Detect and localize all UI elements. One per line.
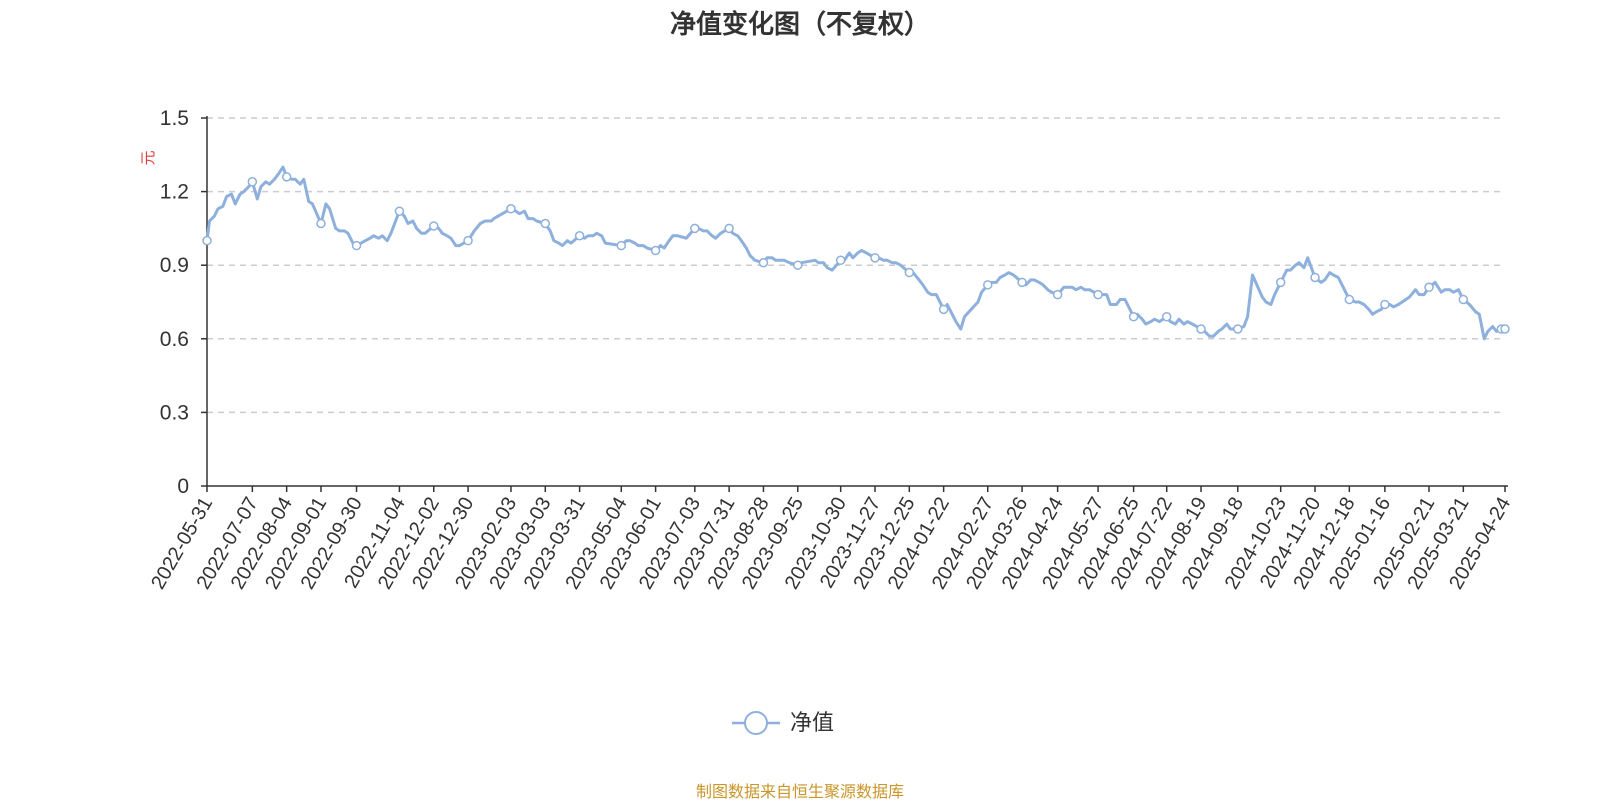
y-tick-label: 0 [177, 475, 189, 498]
legend-circle-icon [744, 711, 768, 735]
y-tick-label: 1.5 [160, 107, 189, 130]
data-point-marker [1310, 272, 1320, 283]
data-point-marker [793, 260, 803, 270]
data-point-marker [1128, 311, 1139, 322]
axes [201, 116, 1508, 492]
data-point-marker [394, 206, 405, 216]
data-point-marker [758, 257, 769, 268]
data-point-marker [1380, 299, 1390, 310]
data-point-marker [1500, 324, 1510, 334]
data-point-marker [316, 218, 326, 229]
data-point-marker [1424, 282, 1434, 293]
data-point-marker [202, 235, 212, 246]
data-point-marker [1275, 277, 1286, 288]
data-point-marker [540, 218, 551, 229]
data-point-marker [1458, 294, 1469, 305]
series-layer [202, 165, 1510, 341]
data-point-marker [835, 255, 846, 266]
data-point-marker [724, 223, 734, 234]
series-line-nav [205, 165, 1505, 341]
data-source-note: 制图数据来自恒生聚源数据库 [695, 782, 904, 801]
y-tick-label: 0.9 [160, 254, 189, 277]
data-point-marker [574, 231, 585, 241]
data-point-marker [1052, 289, 1063, 300]
tick-labels: 00.30.60.91.21.5元2022-05-312022-07-07202… [140, 107, 1515, 593]
data-point-marker [1161, 311, 1172, 322]
data-point-marker [616, 240, 627, 251]
data-point-marker [983, 280, 993, 290]
data-point-marker [429, 221, 439, 231]
y-axis-unit-label: 元 [140, 150, 157, 165]
y-tick-label: 1.2 [160, 181, 189, 204]
data-point-marker [650, 245, 661, 256]
data-point-marker [1344, 294, 1355, 305]
y-tick-label: 0.6 [160, 328, 189, 351]
data-point-marker [1233, 324, 1243, 334]
legend[interactable]: 净值 [732, 710, 834, 735]
data-point-marker [1017, 277, 1027, 288]
data-point-marker [506, 204, 516, 214]
data-point-marker [281, 172, 292, 182]
data-point-marker [904, 267, 915, 278]
data-point-marker [463, 235, 473, 246]
legend-label: 净值 [790, 710, 834, 735]
data-point-marker [1093, 289, 1103, 300]
data-point-marker [351, 240, 362, 251]
data-point-marker [938, 304, 949, 315]
y-tick-label: 0.3 [160, 401, 189, 424]
data-point-marker [247, 177, 258, 187]
chart-title: 净值变化图（不复权） [669, 10, 930, 40]
data-point-marker [1196, 324, 1206, 334]
data-point-marker [690, 223, 700, 234]
data-point-marker [870, 253, 880, 263]
